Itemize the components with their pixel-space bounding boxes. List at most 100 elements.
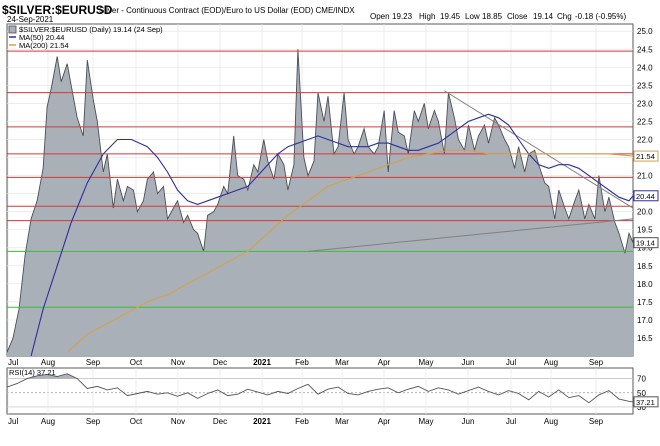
rsi-x-tick-label: Sep: [589, 417, 604, 426]
price-legend: $SILVER:$EURUSD (Daily) 19.14 (24 Sep) M…: [8, 25, 163, 50]
ma200-line: [66, 149, 634, 353]
y-tick-label: 19.5: [637, 226, 653, 235]
y-tick-label: 17.0: [637, 316, 653, 325]
rsi-x-tick-label: Oct: [130, 417, 143, 426]
x-tick-label: Sep: [86, 358, 101, 367]
price-tag-label: 21.54: [636, 152, 655, 161]
chart-date: 24-Sep-2021: [7, 15, 54, 24]
x-tick-label: Jul: [506, 358, 516, 367]
x-tick-label: Jun: [462, 358, 475, 367]
legend-series: $SILVER:$EURUSD (Daily) 19.14 (24 Sep): [19, 25, 163, 34]
rsi-y-tick-label: 30: [637, 403, 646, 412]
y-tick-label: 23.0: [637, 99, 653, 108]
rsi-line: [6, 373, 634, 404]
y-tick-label: 17.5: [637, 298, 653, 307]
open-label: Open: [370, 12, 390, 21]
price-tag-label: 20.44: [636, 192, 655, 201]
rsi-x-tick-label: Jul: [8, 417, 18, 426]
rsi-x-tick-label: Sep: [86, 417, 101, 426]
close-value: 19.14: [533, 12, 554, 21]
y-tick-label: 16.5: [637, 334, 653, 343]
y-tick-label: 20.0: [637, 208, 653, 217]
rsi-value-tag: 37.21: [633, 396, 659, 408]
price-tags: 21.54 20.44 19.14: [633, 150, 659, 249]
rsi-tag-label: 37.21: [636, 398, 655, 407]
rsi-x-tick-label: Nov: [171, 417, 185, 426]
y-tick-label: 22.5: [637, 117, 653, 126]
y-tick-label: 19.0: [637, 244, 653, 253]
rsi-y-tick-label: 50: [637, 389, 646, 398]
rsi-y-tick-label: 70: [637, 375, 646, 384]
trend-line: [307, 218, 634, 252]
x-tick-label: Jul: [8, 358, 18, 367]
price-x-axis: Jul Aug Sep Oct Nov Dec 2021 Feb Mar Apr May Jun Jul…: [8, 358, 604, 367]
rsi-x-tick-label: Jul: [506, 417, 516, 426]
price-y-axis: 16.517.017.518.018.519.019.520.020.521.0…: [637, 27, 653, 343]
rsi-x-tick-label: Aug: [41, 417, 55, 426]
rsi-x-tick-label: Mar: [335, 417, 349, 426]
x-tick-label: May: [418, 358, 433, 367]
y-tick-label: 18.0: [637, 280, 653, 289]
rsi-panel: [6, 367, 634, 415]
rsi-x-tick-label: Jun: [462, 417, 475, 426]
price-area-series: [6, 49, 634, 357]
x-tick-label: Apr: [378, 358, 391, 367]
ohlc-readout: Open 19.23 High 19.45 Low 18.85 Close 19…: [370, 12, 626, 21]
moving-averages: [30, 113, 634, 357]
price-area-fill: [7, 49, 633, 357]
y-tick-label: 25.0: [637, 27, 653, 36]
rsi-series: [6, 373, 634, 404]
price-line: [6, 49, 634, 353]
x-tick-label: 2021: [253, 358, 271, 367]
y-tick-label: 24.0: [637, 63, 653, 72]
y-tick-label: 23.5: [637, 81, 653, 90]
price-tag: 21.54: [633, 150, 659, 162]
x-tick-label: Dec: [213, 358, 227, 367]
rsi-tag: 37.21: [633, 396, 659, 408]
price-tag: 20.44: [633, 190, 659, 202]
legend-ma50: MA(50) 20.44: [19, 33, 64, 42]
rsi-x-axis: Jul Aug Sep Oct Nov Dec 2021 Feb Mar Apr May Jun Jul…: [8, 417, 604, 426]
high-label: High: [419, 12, 435, 21]
chg-value: -0.18 (-0.95%): [575, 12, 626, 21]
y-tick-label: 18.5: [637, 262, 653, 271]
rsi-x-tick-label: Apr: [378, 417, 391, 426]
rsi-x-tick-label: Feb: [295, 417, 309, 426]
y-tick-label: 21.0: [637, 172, 653, 181]
rsi-x-tick-label: Aug: [544, 417, 558, 426]
series-swatch: [8, 25, 17, 34]
x-tick-label: Mar: [335, 358, 349, 367]
chg-label: Chg: [557, 12, 572, 21]
close-label: Close: [507, 12, 528, 21]
y-tick-label: 24.5: [637, 45, 653, 54]
y-tick-label: 22.0: [637, 135, 653, 144]
ma50-line: [30, 113, 634, 357]
rsi-x-tick-label: May: [418, 417, 433, 426]
rsi-x-tick-label: 2021: [253, 417, 271, 426]
x-tick-label: Sep: [589, 358, 604, 367]
trend-lines: [307, 90, 634, 252]
x-tick-label: Nov: [171, 358, 185, 367]
trend-line: [444, 90, 634, 209]
rsi-tag-box: [633, 396, 659, 408]
chart-symbol-title: $SILVER:$EURUSD: [2, 3, 113, 17]
x-tick-label: Aug: [41, 358, 55, 367]
rsi-legend: RSI(14) 37.21: [9, 368, 56, 377]
high-value: 19.45: [440, 12, 461, 21]
rsi-overbought-fill: [7, 373, 633, 379]
x-tick-label: Feb: [295, 358, 309, 367]
chart-description: Silver - Continuous Contract (EOD)/Euro …: [99, 6, 355, 15]
rsi-x-tick-label: Dec: [213, 417, 227, 426]
rsi-y-axis: 30 50 70: [637, 375, 646, 412]
x-tick-label: Aug: [544, 358, 558, 367]
x-tick-label: Oct: [130, 358, 143, 367]
low-value: 18.85: [482, 12, 503, 21]
price-tag: 19.14: [633, 237, 659, 249]
price-tag-box: [633, 150, 659, 162]
price-tag-box: [633, 190, 659, 202]
open-value: 19.23: [392, 12, 413, 21]
low-label: Low: [465, 12, 480, 21]
price-tag-label: 19.14: [636, 239, 655, 248]
legend-ma200: MA(200) 21.54: [19, 41, 69, 50]
